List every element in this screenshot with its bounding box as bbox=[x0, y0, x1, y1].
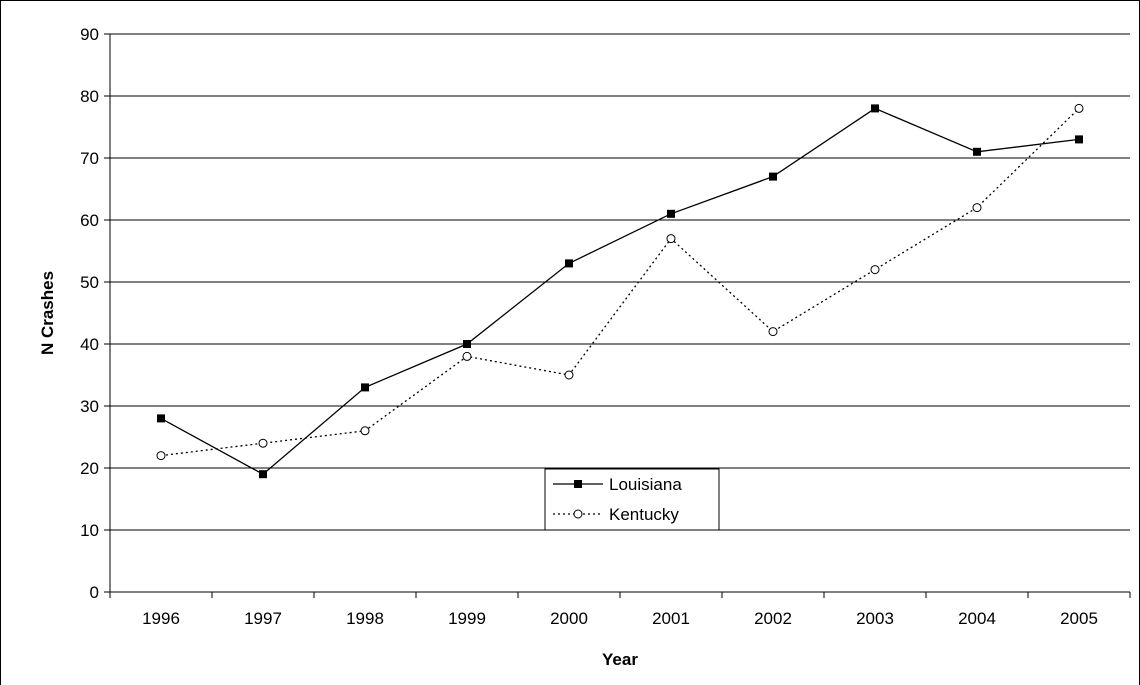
axes bbox=[104, 33, 1131, 598]
data-point-kentucky bbox=[972, 203, 982, 213]
data-point-kentucky bbox=[462, 351, 472, 361]
y-tick-label: 90 bbox=[80, 25, 99, 44]
legend: Louisiana Kentucky bbox=[544, 468, 720, 531]
y-axis-title: N Crashes bbox=[38, 271, 57, 355]
x-tick-label: 1996 bbox=[142, 609, 180, 628]
x-tick-label: 1999 bbox=[448, 609, 486, 628]
data-point-kentucky bbox=[360, 426, 370, 436]
data-point-kentucky bbox=[666, 234, 676, 244]
data-point-louisiana bbox=[769, 172, 777, 181]
data-point-louisiana bbox=[361, 383, 369, 392]
x-tick-label: 2005 bbox=[1060, 609, 1098, 628]
data-point-louisiana bbox=[565, 259, 573, 268]
y-tick-label: 60 bbox=[80, 211, 99, 230]
data-point-kentucky bbox=[156, 451, 166, 461]
x-axis-title: Year bbox=[602, 650, 638, 669]
legend-label-kentucky: Kentucky bbox=[609, 505, 679, 524]
y-tick-label: 50 bbox=[80, 273, 99, 292]
data-point-louisiana bbox=[667, 209, 675, 218]
data-point-louisiana bbox=[871, 104, 879, 113]
data-point-kentucky bbox=[564, 370, 574, 380]
x-tick-labels: 1996 1997 1998 1999 2000 2001 2002 2003 2004 2005 bbox=[142, 609, 1098, 628]
x-tick-label: 2000 bbox=[550, 609, 588, 628]
x-tick-label: 2001 bbox=[652, 609, 690, 628]
legend-swatch-kentucky-marker bbox=[573, 509, 583, 519]
x-tick-label: 2002 bbox=[754, 609, 792, 628]
legend-label-louisiana: Louisiana bbox=[609, 475, 682, 494]
x-tick-label: 2004 bbox=[958, 609, 996, 628]
x-tick-label: 2003 bbox=[856, 609, 894, 628]
y-tick-label: 10 bbox=[80, 521, 99, 540]
data-point-louisiana bbox=[463, 340, 471, 348]
y-tick-label: 0 bbox=[90, 583, 99, 602]
data-point-louisiana bbox=[1075, 135, 1083, 144]
y-tick-label: 20 bbox=[80, 459, 99, 478]
y-tick-label: 70 bbox=[80, 149, 99, 168]
y-tick-label: 40 bbox=[80, 335, 99, 354]
data-point-louisiana bbox=[157, 414, 165, 423]
data-point-kentucky bbox=[768, 327, 778, 337]
data-point-kentucky bbox=[258, 438, 268, 448]
y-tick-labels: 0 10 20 30 40 50 60 70 80 90 bbox=[80, 25, 99, 602]
x-tick-label: 1997 bbox=[244, 609, 282, 628]
series bbox=[156, 103, 1084, 479]
data-point-louisiana bbox=[973, 147, 981, 156]
data-point-kentucky bbox=[870, 265, 880, 275]
legend-box bbox=[544, 468, 720, 531]
series-line-louisiana bbox=[160, 107, 1080, 475]
y-tick-label: 30 bbox=[80, 397, 99, 416]
legend-swatch-louisiana-marker bbox=[574, 480, 582, 488]
data-point-louisiana bbox=[259, 470, 267, 479]
data-point-kentucky bbox=[1074, 103, 1084, 113]
y-tick-label: 80 bbox=[80, 87, 99, 106]
series-line-kentucky bbox=[160, 107, 1080, 457]
gridlines bbox=[110, 33, 1130, 531]
x-tick-label: 1998 bbox=[346, 609, 384, 628]
